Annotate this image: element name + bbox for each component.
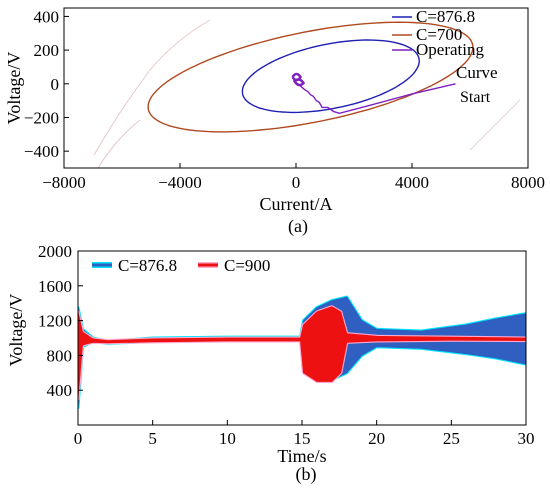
panel-b-xtick-label: 20 [368, 429, 385, 448]
panel-b-ticks: 0 5 10 15 20 25 30 2000 1600 1200 800 400 [38, 242, 535, 448]
panel-a: −8000 −4000 0 4000 8000 400 200 0 −200 −400 Curre… [4, 7, 545, 237]
panel-b-xlabel: Time/s [277, 446, 326, 466]
series-b-band-c-900 [78, 306, 526, 399]
panel-a-xtick-label: 8000 [511, 173, 545, 192]
panel-a-ytick-label: −400 [24, 142, 59, 161]
panel-a-legend: C=876.8 C=700 Operating Curve [392, 7, 498, 82]
legend-label-b-c900: C=900 [224, 256, 270, 275]
legend-label-operating: Operating [416, 40, 484, 59]
panel-b-ytick-label: 2000 [38, 242, 72, 261]
series-a-c-700 [147, 21, 474, 133]
panel-b-xtick-label: 15 [294, 429, 311, 448]
legend-label-c876: C=876.8 [416, 7, 475, 26]
panel-b-ylabel: Voltage/V [6, 294, 26, 367]
series-a-c-876-8 [241, 39, 420, 114]
panel-a-xtick-label: 4000 [395, 173, 429, 192]
panel-a-ytick-label: 200 [34, 41, 60, 60]
legend-label-c700: C=700 [416, 25, 462, 44]
panel-b-ytick-label: 1600 [38, 277, 72, 296]
panel-a-ytick-label: −200 [24, 108, 59, 127]
panel-a-series [147, 21, 474, 133]
panel-a-label: (a) [288, 216, 308, 237]
panel-b-xtick-label: 10 [219, 429, 236, 448]
panel-b-xtick-label: 30 [518, 429, 535, 448]
panel-b-xtick-label: 25 [443, 429, 460, 448]
panel-b-ytick-label: 1200 [38, 312, 72, 331]
panel-a-ticks: −8000 −4000 0 4000 8000 400 200 0 −200 −400 [24, 7, 545, 192]
legend-label-b-c876: C=876.8 [118, 256, 177, 275]
panel-a-xtick-label: −8000 [42, 173, 86, 192]
panel-a-xlabel: Current/A [260, 194, 333, 214]
panel-b-label: (b) [296, 464, 317, 485]
panel-b-series [78, 295, 526, 410]
panel-a-ytick-label: 0 [51, 75, 60, 94]
panel-b-legend: C=876.8 C=900 [92, 256, 270, 275]
panel-a-xtick-label: 0 [292, 173, 301, 192]
panel-b-ytick-label: 400 [47, 381, 73, 400]
panel-b: 0 5 10 15 20 25 30 2000 1600 1200 800 400 Time/s Vo… [6, 242, 535, 485]
panel-a-xtick-label: −4000 [158, 173, 202, 192]
panel-b-xtick-label: 0 [74, 429, 83, 448]
legend-label-curve: Curve [456, 63, 498, 82]
panel-a-ylabel: Voltage/V [4, 52, 24, 125]
annotation-start: Start [460, 89, 491, 106]
panel-b-ytick-label: 800 [47, 346, 73, 365]
panel-a-background-traces [93, 19, 521, 168]
panel-a-ytick-label: 400 [34, 7, 60, 26]
series-a-operating-curve-knot [291, 72, 306, 87]
panel-b-xtick-label: 5 [148, 429, 157, 448]
